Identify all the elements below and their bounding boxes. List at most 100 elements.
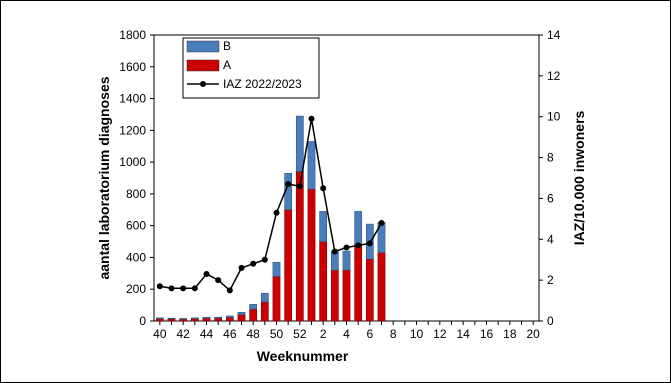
bar-a-week-43 bbox=[190, 318, 199, 322]
bar-b-week-47 bbox=[237, 312, 246, 315]
y-tick-label-1200: 1200 bbox=[119, 123, 146, 137]
bar-b-week-2 bbox=[319, 211, 328, 242]
y2-tick-label-2: 2 bbox=[547, 273, 554, 287]
iaz-point-week-3 bbox=[331, 248, 338, 255]
x-tick-label-6: 6 bbox=[366, 327, 373, 341]
y2-tick-label-14: 14 bbox=[547, 28, 561, 42]
bar-a-week-45 bbox=[214, 317, 223, 322]
bar-a-week-46 bbox=[225, 317, 234, 322]
x-tick-label-20: 20 bbox=[526, 327, 540, 341]
x-tick-label-48: 48 bbox=[246, 327, 260, 341]
bar-a-week-2 bbox=[319, 241, 328, 322]
iaz-point-week-50 bbox=[273, 209, 280, 216]
bar-a-week-44 bbox=[202, 317, 211, 322]
iaz-point-week-47 bbox=[238, 264, 245, 271]
y-tick-label-400: 400 bbox=[126, 250, 146, 264]
y-tick-label-800: 800 bbox=[126, 187, 146, 201]
iaz-point-week-51 bbox=[285, 181, 292, 188]
x-tick-label-14: 14 bbox=[456, 327, 470, 341]
bar-b-week-52 bbox=[295, 115, 304, 172]
y2-tick-label-12: 12 bbox=[547, 69, 561, 83]
iaz-point-week-44 bbox=[203, 271, 210, 278]
x-axis-title: Weeknummer bbox=[257, 348, 349, 364]
iaz-point-week-6 bbox=[366, 240, 373, 247]
bar-b-week-46 bbox=[225, 315, 234, 318]
bar-a-week-47 bbox=[237, 314, 246, 322]
bar-b-week-4 bbox=[342, 250, 351, 271]
bar-a-week-41 bbox=[167, 318, 176, 322]
bar-a-week-5 bbox=[354, 246, 363, 322]
legend-label-iaz: IAZ 2022/2023 bbox=[223, 77, 302, 91]
bar-b-week-1 bbox=[307, 141, 316, 190]
bar-a-week-51 bbox=[284, 209, 293, 322]
legend-label-b: B bbox=[223, 39, 231, 53]
bar-b-week-44 bbox=[202, 316, 211, 319]
bar-a-week-48 bbox=[249, 308, 258, 322]
iaz-point-week-49 bbox=[261, 256, 268, 263]
y2-axis-title: IAZ/10.000 inwoners bbox=[571, 110, 587, 245]
bar-a-week-3 bbox=[330, 269, 339, 322]
y-tick-label-1000: 1000 bbox=[119, 155, 146, 169]
bar-b-week-49 bbox=[260, 292, 269, 303]
legend-swatch-b bbox=[186, 40, 220, 53]
y2-tick-label-8: 8 bbox=[547, 151, 554, 165]
bar-b-week-42 bbox=[179, 318, 188, 320]
iaz-point-week-4 bbox=[343, 244, 350, 251]
bar-b-week-40 bbox=[155, 317, 164, 319]
y-tick-label-1600: 1600 bbox=[119, 60, 146, 74]
y-tick-label-1800: 1800 bbox=[119, 28, 146, 42]
iaz-point-week-40 bbox=[156, 283, 163, 290]
y-axis-title: aantal laboratorium diagnoses bbox=[96, 76, 112, 279]
bar-a-week-50 bbox=[272, 276, 281, 322]
x-tick-label-16: 16 bbox=[480, 327, 494, 341]
bar-a-week-4 bbox=[342, 269, 351, 322]
x-tick-label-40: 40 bbox=[153, 327, 167, 341]
bar-a-week-6 bbox=[365, 258, 374, 322]
x-tick-label-18: 18 bbox=[503, 327, 517, 341]
y-tick-label-0: 0 bbox=[139, 314, 146, 328]
x-tick-label-2: 2 bbox=[320, 327, 327, 341]
y-tick-label-200: 200 bbox=[126, 282, 146, 296]
y2-tick-label-0: 0 bbox=[547, 314, 554, 328]
axes-group: 0200400600800100012001400160018000246810… bbox=[119, 28, 560, 341]
x-tick-label-50: 50 bbox=[270, 327, 284, 341]
y2-tick-label-6: 6 bbox=[547, 191, 554, 205]
bar-b-week-48 bbox=[249, 304, 258, 310]
y-tick-label-600: 600 bbox=[126, 219, 146, 233]
bar-b-week-45 bbox=[214, 316, 223, 319]
y2-tick-label-4: 4 bbox=[547, 232, 554, 246]
iaz-point-week-41 bbox=[168, 285, 175, 292]
bar-a-week-49 bbox=[260, 301, 269, 322]
iaz-point-week-45 bbox=[215, 277, 222, 284]
bar-a-week-7 bbox=[377, 252, 386, 322]
bar-b-week-41 bbox=[167, 317, 176, 320]
x-tick-label-12: 12 bbox=[433, 327, 447, 341]
legend-swatch-a bbox=[186, 59, 220, 72]
iaz-point-week-5 bbox=[355, 242, 362, 249]
y-tick-label-1400: 1400 bbox=[119, 92, 146, 106]
x-tick-label-8: 8 bbox=[390, 327, 397, 341]
iaz-point-week-43 bbox=[191, 285, 198, 292]
bar-a-week-52 bbox=[295, 171, 304, 322]
x-tick-label-42: 42 bbox=[176, 327, 190, 341]
x-tick-label-10: 10 bbox=[410, 327, 424, 341]
bar-a-week-1 bbox=[307, 188, 316, 322]
x-tick-label-52: 52 bbox=[293, 327, 307, 341]
y2-tick-label-10: 10 bbox=[547, 110, 561, 124]
x-tick-label-46: 46 bbox=[223, 327, 237, 341]
bar-a-week-40 bbox=[155, 318, 164, 322]
iaz-point-week-46 bbox=[226, 287, 233, 294]
iaz-point-week-48 bbox=[250, 260, 257, 267]
legend: BA IAZ 2022/2023 bbox=[182, 37, 320, 99]
iaz-line-group bbox=[156, 115, 385, 294]
iaz-point-week-7 bbox=[378, 219, 385, 226]
iaz-point-week-2 bbox=[320, 185, 327, 192]
iaz-point-week-52 bbox=[296, 183, 303, 190]
bars-group bbox=[155, 115, 386, 322]
x-tick-label-4: 4 bbox=[343, 327, 350, 341]
iaz-point-week-1 bbox=[308, 115, 315, 122]
bar-b-week-43 bbox=[190, 317, 199, 319]
iaz-point-week-42 bbox=[180, 285, 187, 292]
x-tick-label-44: 44 bbox=[200, 327, 214, 341]
